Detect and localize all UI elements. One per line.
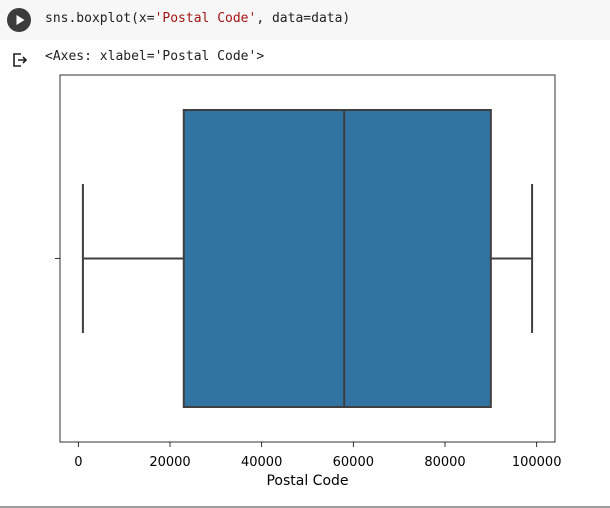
output-redirect-icon[interactable]	[11, 51, 29, 69]
code-cell[interactable]: sns.boxplot(x='Postal Code', data=data)	[0, 0, 610, 40]
x-tick-label: 100000	[512, 455, 562, 470]
x-tick-label: 80000	[424, 455, 465, 470]
iqr-box	[182, 109, 492, 408]
x-tick-label: 60000	[333, 455, 374, 470]
code-suffix: , data=data)	[256, 11, 351, 26]
x-tick-label: 40000	[241, 455, 282, 470]
x-axis-label: Postal Code	[266, 473, 348, 489]
x-tick-label: 20000	[149, 455, 190, 470]
run-cell-button[interactable]	[7, 8, 31, 32]
code-string-literal: 'Postal Code'	[154, 11, 257, 26]
x-tick-label: 0	[74, 455, 82, 470]
code-line[interactable]: sns.boxplot(x='Postal Code', data=data)	[45, 11, 350, 26]
code-prefix: sns.boxplot(x=	[45, 11, 155, 26]
cell-bottom-border	[0, 506, 610, 508]
play-icon	[16, 15, 25, 25]
output-repr-text: <Axes: xlabel='Postal Code'>	[45, 49, 265, 64]
